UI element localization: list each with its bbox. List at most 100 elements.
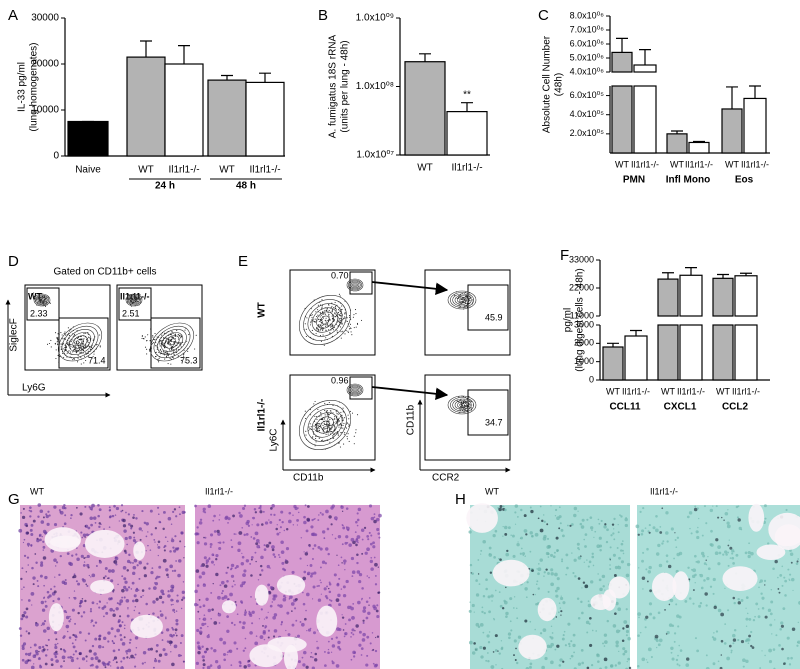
tissue-cell <box>637 634 640 638</box>
contour <box>353 388 357 392</box>
tissue-cell <box>698 604 702 608</box>
tissue-cell <box>746 638 751 642</box>
tissue-cell <box>169 550 172 553</box>
event-dot <box>162 350 164 352</box>
tissue-cell <box>581 587 583 589</box>
tissue-cell <box>279 531 281 534</box>
event-dot <box>324 418 326 420</box>
tissue-cell <box>752 618 756 622</box>
event-dot <box>339 295 341 297</box>
air-space <box>756 544 786 560</box>
tissue-cell <box>65 611 68 614</box>
event-dot <box>69 343 71 345</box>
tissue-cell <box>226 580 229 583</box>
event-dot <box>130 300 132 302</box>
tissue-cell <box>704 592 708 596</box>
tissue-cell <box>688 597 692 600</box>
tissue-cell <box>558 506 561 509</box>
tissue-cell <box>529 665 532 669</box>
event-dot <box>317 304 319 306</box>
event-dot <box>324 431 326 433</box>
event-dot <box>150 347 152 349</box>
tissue-cell <box>121 621 124 624</box>
contour <box>131 297 137 303</box>
tissue-cell <box>492 534 496 538</box>
tissue-cell <box>375 517 380 522</box>
event-dot <box>334 307 337 309</box>
tissue-cell <box>91 644 95 648</box>
tissue-cell <box>122 524 127 528</box>
tissue-cell <box>50 588 53 591</box>
tissue-cell <box>168 640 173 645</box>
tissue-cell <box>726 524 731 529</box>
tissue-cell <box>144 661 146 664</box>
tissue-cell <box>351 615 355 620</box>
contour <box>72 335 88 349</box>
event-dot <box>338 442 340 444</box>
tissue-cell <box>255 542 259 546</box>
tissue-cell <box>170 523 173 525</box>
tissue-cell <box>494 649 498 652</box>
tissue-cell <box>145 535 148 538</box>
tissue-cell <box>112 659 115 661</box>
tissue-cell <box>740 528 743 531</box>
event-dot <box>337 413 339 415</box>
event-dot <box>146 348 148 350</box>
tissue-cell <box>358 579 362 584</box>
event-dot <box>141 335 143 337</box>
tissue-cell <box>510 629 513 632</box>
tissue-cell <box>676 536 680 539</box>
event-dot <box>150 328 152 330</box>
y-tick-label: 30000 <box>31 13 59 24</box>
contour <box>132 298 136 302</box>
histology-panels: G H WT Il1rl1-/- WT Il1rl1-/- <box>8 486 678 508</box>
tissue-cell <box>61 655 66 660</box>
tissue-cell <box>83 557 86 560</box>
tissue-cell <box>276 532 280 536</box>
tissue-cell <box>662 540 665 543</box>
event-dot <box>464 409 466 411</box>
y-tick-label: 3000 <box>574 319 594 329</box>
tissue-cell <box>477 573 480 575</box>
event-dot <box>159 340 161 342</box>
event-dot <box>346 317 348 319</box>
tissue-cell <box>238 511 241 515</box>
event-dot <box>334 305 336 307</box>
tissue-cell <box>167 594 171 598</box>
bar <box>611 51 633 73</box>
tissue-cell <box>557 611 560 614</box>
contour <box>346 383 364 397</box>
tissue-cell <box>351 575 354 578</box>
tissue-cell <box>374 562 378 567</box>
tissue-cell <box>702 554 706 558</box>
event-dot <box>319 329 321 331</box>
tissue-cell <box>91 601 95 605</box>
tissue-cell <box>127 648 132 653</box>
tissue-cell <box>71 608 75 612</box>
tissue-cell <box>219 664 221 666</box>
tissue-cell <box>377 591 381 594</box>
tissue-cell <box>560 610 563 613</box>
tissue-cell <box>277 553 280 556</box>
tissue-cell <box>506 549 509 553</box>
tissue-cell <box>84 599 87 603</box>
tissue-cell <box>135 588 139 593</box>
tissue-cell <box>91 503 95 508</box>
tissue-cell <box>285 629 287 632</box>
tissue-cell <box>172 628 175 631</box>
event-dot <box>332 317 334 319</box>
tissue-cell <box>777 588 780 590</box>
tissue-cell <box>291 623 295 627</box>
event-dot <box>174 334 177 336</box>
event-dot <box>167 339 169 341</box>
tissue-cell <box>764 517 767 520</box>
event-dot <box>70 329 72 331</box>
tissue-cell <box>617 565 622 570</box>
tissue-cell <box>289 595 293 599</box>
tissue-cell <box>127 608 129 610</box>
bar <box>633 85 657 154</box>
y-tick-label: 5.0x10⁰⁶ <box>570 52 605 62</box>
tissue-cell <box>155 597 159 601</box>
contour <box>307 408 343 442</box>
tissue-cell <box>732 596 736 600</box>
